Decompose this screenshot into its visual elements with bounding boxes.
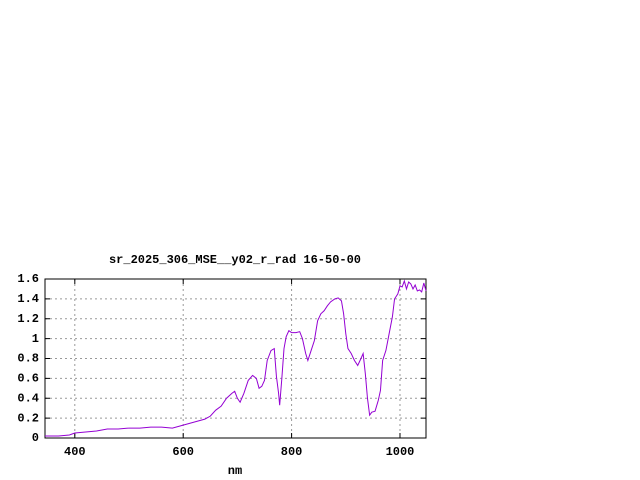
x-tick-label: 400 [64, 445, 86, 459]
y-tick-label: 1.2 [17, 312, 39, 326]
chart-title: sr_2025_306_MSE__y02_r_rad 16-50-00 [109, 253, 361, 267]
y-tick-label: 0 [32, 431, 39, 445]
y-tick-label: 0.4 [17, 391, 39, 405]
y-tick-label: 1.4 [17, 292, 39, 306]
y-tick-label: 1.6 [17, 272, 39, 286]
y-tick-label: 0.8 [17, 352, 39, 366]
x-tick-label: 1000 [386, 445, 415, 459]
data-line [45, 279, 427, 437]
y-tick-label: 1 [32, 332, 39, 346]
y-tick-label: 0.6 [17, 372, 39, 386]
x-axis-label: nm [228, 464, 242, 478]
y-tick-label: 0.2 [17, 411, 39, 425]
x-tick-label: 800 [281, 445, 303, 459]
plot-frame [44, 278, 427, 439]
x-tick-label: 600 [172, 445, 194, 459]
